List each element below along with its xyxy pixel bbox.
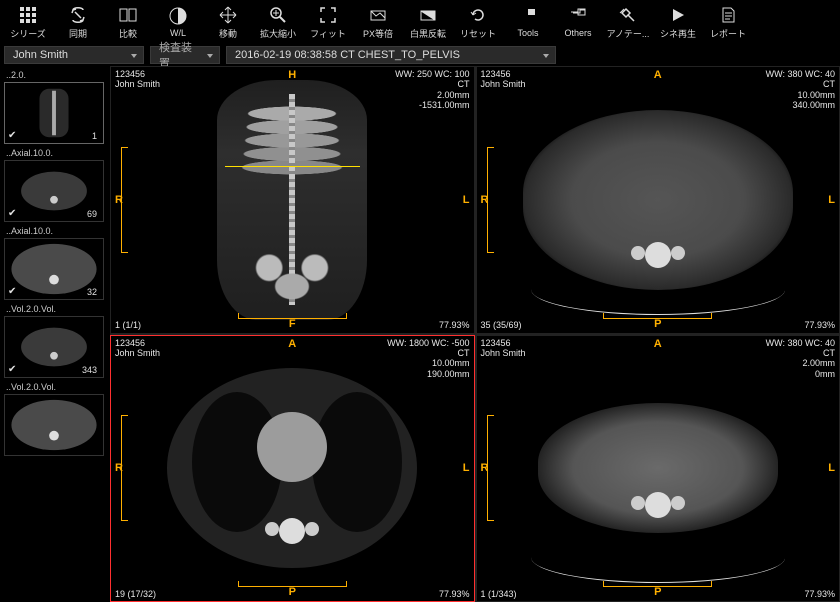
tool-report[interactable]: レポート bbox=[706, 5, 750, 40]
tool-series[interactable]: シリーズ bbox=[6, 5, 50, 40]
viewport-1[interactable]: 123456 John Smith H WW: 250 WC: 100 CT 2… bbox=[110, 66, 475, 334]
overlay-index: 35 (35/69) bbox=[481, 320, 522, 330]
overlay-zoom: 77.93% bbox=[804, 589, 835, 599]
check-icon: ✔ bbox=[8, 208, 16, 219]
tool-px[interactable]: PX等倍 bbox=[356, 5, 400, 40]
ruler-vertical bbox=[121, 147, 129, 253]
overlay-zoom: 77.93% bbox=[439, 320, 470, 330]
orient-bottom: P bbox=[289, 586, 296, 599]
series-count: 1 bbox=[89, 131, 100, 141]
orient-right: L bbox=[463, 462, 470, 474]
series-thumbnail[interactable]: ✔ 69 bbox=[4, 160, 104, 222]
overlay-thickness: 2.00mm bbox=[437, 90, 470, 100]
orient-right: L bbox=[828, 194, 835, 206]
overlay-patient-id: 123456 bbox=[115, 69, 145, 79]
series-label: ..Vol.2.0.Vol. bbox=[4, 380, 106, 394]
overlay-patient-id: 123456 bbox=[115, 338, 145, 348]
series-thumbnail[interactable] bbox=[4, 394, 104, 456]
tool-compare[interactable]: 比較 bbox=[106, 5, 150, 40]
overlay-position: 340.00mm bbox=[792, 100, 835, 110]
series-label: ..Vol.2.0.Vol. bbox=[4, 302, 106, 316]
tool-tools[interactable]: Tools bbox=[506, 6, 550, 38]
check-icon: ✔ bbox=[8, 364, 16, 375]
study-info-bar: John Smith 検査装置 2016-02-19 08:38:58 CT C… bbox=[0, 44, 840, 66]
viewport-4[interactable]: 123456 John Smith A WW: 380 WC: 40 CT 2.… bbox=[476, 335, 840, 602]
orient-bottom: F bbox=[289, 318, 296, 331]
overlay-modality: CT bbox=[458, 348, 470, 358]
patient-dropdown[interactable]: John Smith bbox=[4, 46, 144, 64]
series-label: ..Axial.10.0. bbox=[4, 224, 106, 238]
overlay-index: 1 (1/1) bbox=[115, 320, 141, 330]
ruler-vertical bbox=[121, 415, 129, 521]
overlay-modality: CT bbox=[458, 79, 470, 89]
tool-sync[interactable]: 同期 bbox=[56, 5, 100, 40]
overlay-patient-name: John Smith bbox=[115, 348, 160, 358]
overlay-position: 0mm bbox=[815, 369, 835, 379]
check-icon: ✔ bbox=[8, 286, 16, 297]
overlay-wlwc: WW: 1800 WC: -500 bbox=[387, 338, 469, 348]
overlay-zoom: 77.93% bbox=[804, 320, 835, 330]
ruler-vertical bbox=[487, 147, 495, 253]
tool-move[interactable]: 移動 bbox=[206, 5, 250, 40]
orient-bottom: P bbox=[654, 586, 661, 599]
tool-zoom[interactable]: 拡大縮小 bbox=[256, 5, 300, 40]
series-label: ..2.0. bbox=[4, 68, 106, 82]
orient-top: H bbox=[288, 69, 296, 82]
arc-decoration bbox=[531, 275, 785, 315]
overlay-wlwc: WW: 380 WC: 40 bbox=[766, 338, 835, 348]
series-label: ..Axial.10.0. bbox=[4, 146, 106, 160]
device-dropdown[interactable]: 検査装置 bbox=[150, 46, 220, 64]
tool-wl[interactable]: W/L bbox=[156, 6, 200, 38]
tool-cine[interactable]: シネ再生 bbox=[656, 5, 700, 40]
main-toolbar: シリーズ 同期 比較 W/L 移動 拡大縮小 フィット PX等倍 白黒反転 リセ… bbox=[0, 0, 840, 44]
study-dropdown[interactable]: 2016-02-19 08:38:58 CT CHEST_TO_PELVIS bbox=[226, 46, 556, 64]
overlay-wlwc: WW: 380 WC: 40 bbox=[766, 69, 835, 79]
overlay-modality: CT bbox=[823, 79, 835, 89]
arc-decoration bbox=[531, 543, 785, 583]
viewer-grid: 123456 John Smith H WW: 250 WC: 100 CT 2… bbox=[110, 66, 840, 602]
overlay-wlwc: WW: 250 WC: 100 bbox=[395, 69, 469, 79]
series-sidebar: ..2.0.✔1..Axial.10.0.✔69..Axial.10.0.✔32… bbox=[0, 66, 110, 602]
overlay-patient-id: 123456 bbox=[481, 69, 511, 79]
overlay-zoom: 77.93% bbox=[439, 589, 470, 599]
tool-others[interactable]: Others bbox=[556, 6, 600, 38]
series-count: 32 bbox=[84, 287, 100, 297]
series-count: 69 bbox=[84, 209, 100, 219]
orient-top: A bbox=[288, 338, 296, 351]
overlay-modality: CT bbox=[823, 348, 835, 358]
overlay-thickness: 10.00mm bbox=[432, 358, 470, 368]
viewport-2[interactable]: 123456 John Smith A WW: 380 WC: 40 CT 10… bbox=[476, 66, 840, 334]
tool-annotation[interactable]: アノテー... bbox=[606, 5, 650, 40]
orient-bottom: P bbox=[654, 318, 661, 331]
overlay-thickness: 10.00mm bbox=[797, 90, 835, 100]
overlay-index: 19 (17/32) bbox=[115, 589, 156, 599]
series-thumbnail[interactable]: ✔ 343 bbox=[4, 316, 104, 378]
series-thumbnail[interactable]: ✔1 bbox=[4, 82, 104, 144]
orient-top: A bbox=[654, 338, 662, 351]
overlay-patient-name: John Smith bbox=[481, 79, 526, 89]
tool-invert[interactable]: 白黒反転 bbox=[406, 5, 450, 40]
overlay-position: 190.00mm bbox=[427, 369, 470, 379]
check-icon: ✔ bbox=[8, 130, 16, 141]
tool-reset[interactable]: リセット bbox=[456, 5, 500, 40]
ruler-vertical bbox=[487, 415, 495, 521]
orient-right: L bbox=[828, 462, 835, 474]
series-count: 343 bbox=[79, 365, 100, 375]
overlay-patient-name: John Smith bbox=[115, 79, 160, 89]
orient-right: L bbox=[463, 194, 470, 206]
overlay-thickness: 2.00mm bbox=[802, 358, 835, 368]
overlay-patient-id: 123456 bbox=[481, 338, 511, 348]
overlay-position: -1531.00mm bbox=[419, 100, 470, 110]
series-thumbnail[interactable]: ✔ 32 bbox=[4, 238, 104, 300]
overlay-index: 1 (1/343) bbox=[481, 589, 517, 599]
overlay-patient-name: John Smith bbox=[481, 348, 526, 358]
tool-fit[interactable]: フィット bbox=[306, 5, 350, 40]
orient-top: A bbox=[654, 69, 662, 82]
viewport-3[interactable]: 123456 John Smith A WW: 1800 WC: -500 CT… bbox=[110, 335, 475, 602]
